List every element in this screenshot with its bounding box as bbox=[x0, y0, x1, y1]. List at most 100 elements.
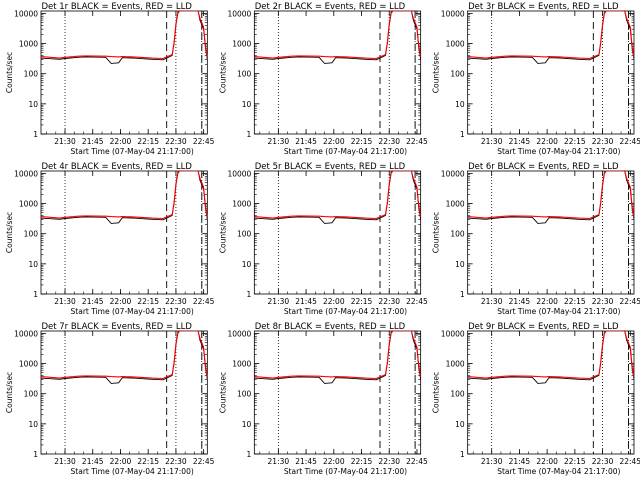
chart-title: Det 9r BLACK = Events, RED = LLD bbox=[468, 322, 619, 332]
x-tick-label: 22:15 bbox=[564, 457, 586, 466]
y-tick-label: 10000 bbox=[14, 9, 38, 18]
y-tick-label: 1000 bbox=[19, 40, 38, 49]
plot-frame bbox=[253, 170, 422, 295]
x-axis-label: Start Time (07-May-04 21:17:00) bbox=[71, 467, 194, 476]
x-tick-label: 21:45 bbox=[82, 457, 104, 466]
red-lld-series-line bbox=[41, 11, 208, 60]
black-events-series-line bbox=[41, 11, 208, 64]
y-tick-label: 10000 bbox=[14, 169, 38, 178]
x-tick-label: 22:45 bbox=[193, 297, 215, 306]
x-axis-label: Start Time (07-May-04 21:17:00) bbox=[497, 147, 620, 156]
x-tick-label: 21:45 bbox=[295, 137, 317, 146]
x-tick-label: 22:15 bbox=[137, 297, 159, 306]
y-tick-label: 1000 bbox=[19, 200, 38, 209]
red-lld-series-line bbox=[254, 11, 421, 60]
chart-title: Det 7r BLACK = Events, RED = LLD bbox=[41, 322, 192, 332]
black-events-series-line bbox=[41, 331, 208, 384]
y-axis-label: Counts/sec bbox=[432, 52, 441, 93]
x-tick-label: 22:15 bbox=[137, 457, 159, 466]
x-tick-label: 22:30 bbox=[378, 137, 400, 146]
chart-panel-8: Det 8r BLACK = Events, RED = LLD 1 10 100 10… bbox=[218, 322, 428, 476]
x-tick-label: 22:15 bbox=[351, 457, 373, 466]
y-tick-label: 10 bbox=[242, 260, 252, 269]
red-lld-series-line bbox=[467, 11, 634, 60]
chart-panel-7: Det 7r BLACK = Events, RED = LLD 1 10 100 10… bbox=[5, 322, 215, 476]
black-events-series-line bbox=[41, 171, 208, 224]
y-tick-label: 100 bbox=[24, 390, 39, 399]
x-tick-label: 21:45 bbox=[295, 457, 317, 466]
chart-panel-5: Det 5r BLACK = Events, RED = LLD 1 10 100 10… bbox=[218, 162, 428, 316]
plot-frame bbox=[467, 170, 635, 295]
y-tick-label: 1 bbox=[33, 290, 38, 299]
y-tick-label: 1000 bbox=[232, 200, 251, 209]
x-tick-label: 22:15 bbox=[351, 297, 373, 306]
y-tick-label: 1 bbox=[247, 130, 252, 139]
y-tick-label: 10000 bbox=[14, 329, 38, 338]
plot-frame bbox=[40, 10, 208, 135]
x-tick-label: 22:00 bbox=[110, 297, 132, 306]
x-tick-label: 21:45 bbox=[509, 137, 531, 146]
y-tick-label: 10000 bbox=[227, 329, 251, 338]
y-tick-label: 1000 bbox=[446, 40, 465, 49]
x-tick-label: 22:45 bbox=[619, 137, 640, 146]
red-lld-series-line bbox=[41, 171, 208, 220]
x-tick-label: 22:15 bbox=[351, 137, 373, 146]
y-axis-label: Counts/sec bbox=[218, 212, 227, 253]
x-tick-label: 22:30 bbox=[592, 137, 614, 146]
x-tick-label: 22:45 bbox=[406, 137, 428, 146]
chart-title: Det 8r BLACK = Events, RED = LLD bbox=[255, 322, 406, 332]
x-tick-label: 21:30 bbox=[54, 137, 76, 146]
y-tick-label: 10 bbox=[455, 260, 465, 269]
chart-title: Det 2r BLACK = Events, RED = LLD bbox=[255, 2, 406, 12]
y-tick-label: 100 bbox=[24, 70, 39, 79]
chart-title: Det 4r BLACK = Events, RED = LLD bbox=[41, 162, 192, 172]
x-tick-label: 22:00 bbox=[323, 297, 345, 306]
x-tick-label: 21:45 bbox=[82, 137, 104, 146]
y-tick-label: 100 bbox=[450, 230, 465, 239]
x-tick-label: 22:30 bbox=[592, 297, 614, 306]
chart-title: Det 6r BLACK = Events, RED = LLD bbox=[468, 162, 619, 172]
red-lld-series-line bbox=[41, 331, 208, 380]
x-tick-label: 21:45 bbox=[509, 457, 531, 466]
x-tick-label: 21:45 bbox=[82, 297, 104, 306]
x-axis-label: Start Time (07-May-04 21:17:00) bbox=[284, 467, 407, 476]
x-tick-label: 21:30 bbox=[268, 457, 290, 466]
red-lld-series-line bbox=[254, 171, 421, 220]
y-axis-label: Counts/sec bbox=[5, 372, 14, 413]
y-tick-label: 100 bbox=[237, 230, 252, 239]
y-tick-label: 10000 bbox=[227, 169, 251, 178]
x-tick-label: 21:30 bbox=[481, 457, 503, 466]
y-axis-label: Counts/sec bbox=[218, 52, 227, 93]
x-tick-label: 21:45 bbox=[509, 297, 531, 306]
y-axis-label: Counts/sec bbox=[5, 52, 14, 93]
y-tick-label: 1 bbox=[33, 450, 38, 459]
chart-panel-1: Det 1r BLACK = Events, RED = LLD 1 10 100 10… bbox=[5, 2, 215, 156]
x-tick-label: 22:00 bbox=[536, 137, 558, 146]
x-tick-label: 22:45 bbox=[619, 457, 640, 466]
chart-title: Det 1r BLACK = Events, RED = LLD bbox=[41, 2, 192, 12]
x-axis-label: Start Time (07-May-04 21:17:00) bbox=[71, 307, 194, 316]
x-tick-label: 22:00 bbox=[536, 297, 558, 306]
chart-title: Det 5r BLACK = Events, RED = LLD bbox=[255, 162, 406, 172]
x-tick-label: 22:30 bbox=[378, 457, 400, 466]
y-tick-label: 1 bbox=[247, 450, 252, 459]
y-tick-label: 1 bbox=[460, 290, 465, 299]
x-tick-label: 21:30 bbox=[481, 137, 503, 146]
chart-panel-3: Det 3r BLACK = Events, RED = LLD 1 10 100 10… bbox=[432, 2, 640, 156]
y-tick-label: 1 bbox=[460, 450, 465, 459]
x-tick-label: 22:00 bbox=[110, 457, 132, 466]
y-tick-label: 10 bbox=[28, 420, 38, 429]
y-tick-label: 100 bbox=[450, 390, 465, 399]
y-tick-label: 1000 bbox=[232, 40, 251, 49]
y-tick-label: 10 bbox=[28, 100, 38, 109]
x-axis-label: Start Time (07-May-04 21:17:00) bbox=[497, 307, 620, 316]
x-tick-label: 21:45 bbox=[295, 297, 317, 306]
x-tick-label: 22:45 bbox=[406, 297, 428, 306]
y-axis-label: Counts/sec bbox=[218, 372, 227, 413]
x-tick-label: 22:30 bbox=[592, 457, 614, 466]
plot-frame bbox=[467, 330, 635, 455]
x-tick-label: 22:30 bbox=[165, 457, 187, 466]
y-tick-label: 1000 bbox=[446, 200, 465, 209]
y-tick-label: 100 bbox=[24, 230, 39, 239]
